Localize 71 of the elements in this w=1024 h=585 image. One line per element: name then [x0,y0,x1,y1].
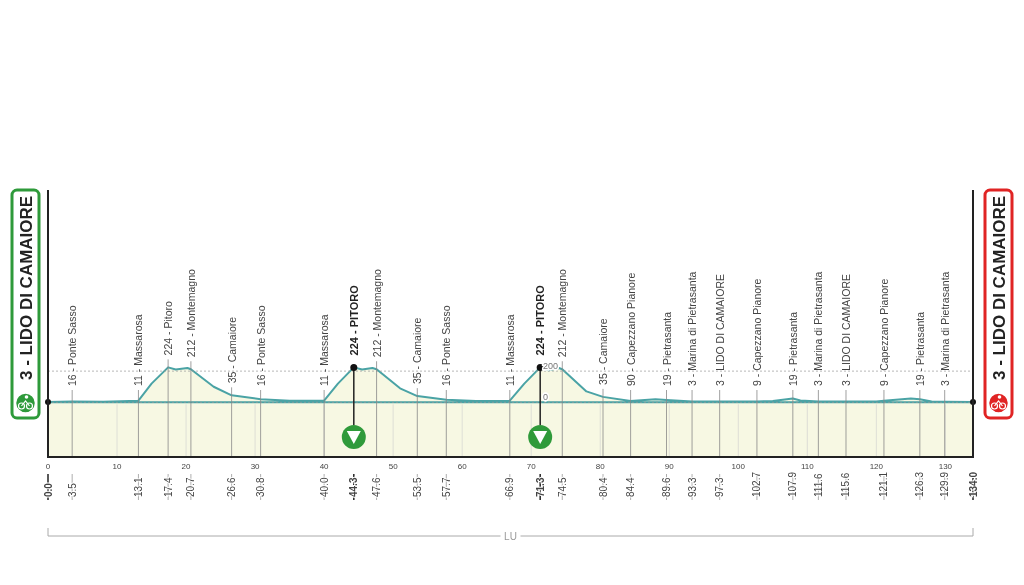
x2-tick-label: 126.3 [914,471,926,497]
annotation: 90 - Capezzano Pianore [624,272,637,386]
x2-tick-label: 20.7 [185,477,197,497]
x2-tick-label: 57.7 [440,477,452,497]
annotation: 212 - Montemagno [184,268,197,358]
x-tick-label: 10 [112,462,123,471]
x-tick-label: 0 [45,462,51,471]
annotation: 16 - Ponte Sasso [440,305,453,386]
annotation: 11 - Massarosa [132,314,145,386]
x2-tick-label: 44.3 [348,477,360,497]
annotation: 3 - Marina di Pietrasanta [686,271,699,386]
x2-tick-label: 3.5 [66,482,78,497]
annotation: 19 - Pietrasanta [660,311,673,386]
x2-tick-label: 134.0 [967,471,979,497]
annotation: 35 - Camaiore [597,318,609,385]
ref-line-label: 224 - PITORO [534,284,547,356]
annotation: 3 - LIDO DI CAMAIORE [17,195,36,380]
annotation: 3 - LIDO DI CAMAIORE [713,273,726,386]
x-tick-label: 40 [319,462,330,471]
annotation: 35 - Camaiore [225,316,238,384]
annotation: 212 - Montemagno [556,268,569,358]
x2-tick-label: 30.8 [255,477,267,497]
annotation: 9 - Capezzano Pianore [750,278,763,386]
x2-tick-label: 71.3 [534,477,546,497]
x2-tick-label: 13.1 [132,477,144,497]
annotation: 3 - LIDO DI CAMAIORE [990,195,1009,380]
x-tick-label: 110 [800,462,815,471]
x-tick-label: 80 [595,462,606,471]
x-tick-label: 30 [250,462,261,471]
annotation: 35 - Camaiore [411,317,424,385]
x2-tick-label: 80.4 [597,477,609,497]
x-tick-label: 90 [664,462,675,471]
x2-tick-label: 74.5 [556,477,568,497]
annotation: 11 - Massarosa [318,314,331,386]
x2-tick-label: 53.5 [411,477,423,497]
x-tick-label: 60 [457,462,468,471]
x2-tick-label: 115.6 [840,472,852,497]
x2-tick-label: 84.4 [625,477,637,497]
x2-tick-label: 17.4 [162,477,174,497]
annotation: 3 - LIDO DI CAMAIORE [839,273,852,386]
x2-tick-label: 102.7 [751,471,763,497]
x2-tick-label: 121.1 [878,471,890,497]
annotation: 9 - Capezzano Pianore [877,278,890,386]
x2-tick-label: 0.0 [42,482,54,497]
ref-line-label: 224 - PITORO [347,284,360,356]
x-tick-label: 50 [388,462,399,471]
annotation: 16 - Ponte Sasso [66,305,79,386]
annotation: 224 - Pitoro [162,300,175,356]
x2-tick-label: 47.6 [371,477,383,497]
x-tick-label: 120 [869,462,884,471]
annotation: 16 - Ponte Sasso [254,305,267,386]
x-tick-label: 100 [731,462,746,471]
annotation: 3 - Marina di Pietrasanta [938,271,951,386]
x2-tick-label: 26.6 [226,477,238,497]
x2-tick-label: 89.6 [661,477,673,497]
text: LU [504,531,517,542]
x2-tick-label: 66.9 [504,477,516,497]
x-tick-label: 70 [526,462,537,471]
annotation: 3 - Marina di Pietrasanta [812,271,825,386]
x2-tick-label: 129.9 [939,471,951,497]
annotation: 212 - Montemagno [370,268,383,358]
annotation: 19 - Pietrasanta [913,311,926,386]
annotation: 11 - Massarosa [503,314,516,386]
x2-tick-label: 111.6 [812,473,824,497]
x2-tick-label: 93.3 [686,477,698,497]
x-tick-label: 130 [938,462,953,471]
x2-tick-label: 97.3 [714,477,726,497]
x-tick-label: 20 [181,462,192,471]
annotation: 19 - Pietrasanta [786,311,799,386]
x2-tick-label: 107.9 [787,471,799,497]
x2-tick-label: 40.0 [318,477,330,497]
